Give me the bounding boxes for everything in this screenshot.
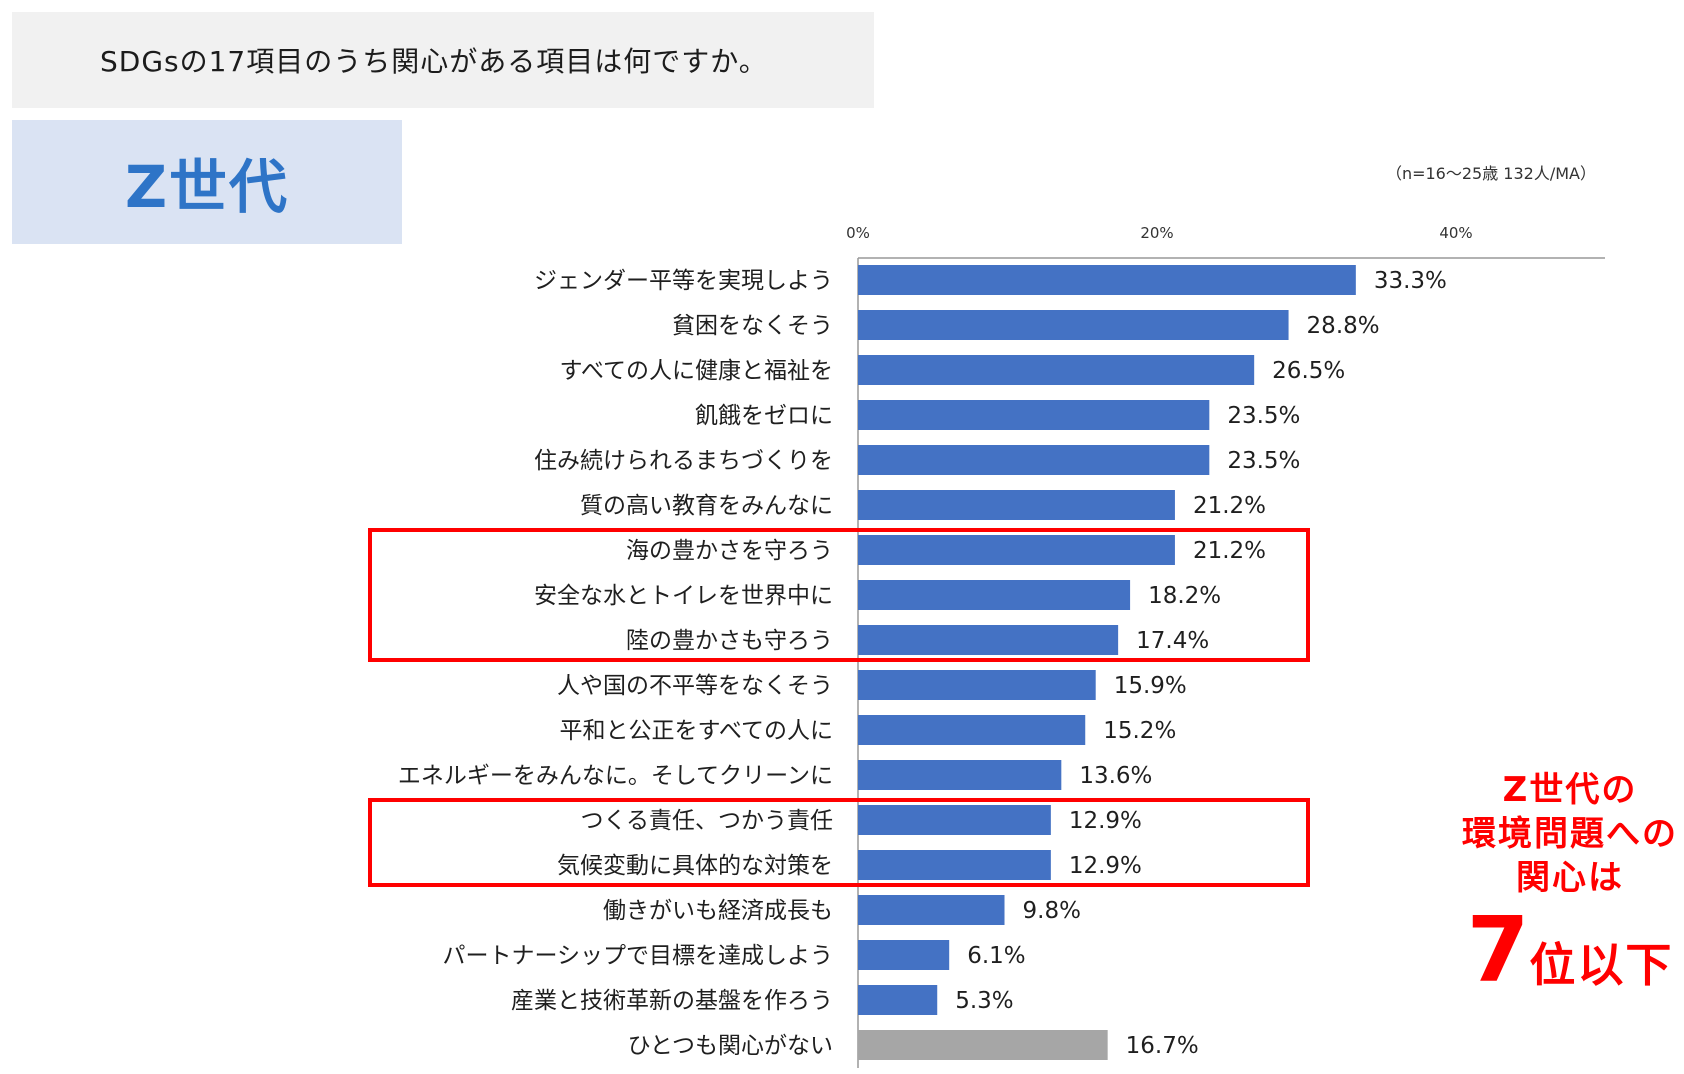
data-label: 18.2% bbox=[1148, 583, 1221, 609]
bar bbox=[858, 940, 950, 970]
sample-note: （n=16～25歳 132人/MA） bbox=[1385, 164, 1596, 183]
bar bbox=[858, 1030, 1108, 1060]
category-label: 働きがいも経済成長も bbox=[603, 898, 833, 924]
bar bbox=[858, 670, 1096, 700]
data-label: 23.5% bbox=[1227, 403, 1300, 429]
category-label: 気候変動に具体的な対策を bbox=[557, 853, 833, 879]
category-label: つくる責任、つかう責任 bbox=[580, 808, 833, 834]
bar bbox=[858, 535, 1175, 565]
segment-label: Z世代 bbox=[124, 153, 290, 221]
survey-question-text: SDGsの17項目のうち関心がある項目は何ですか。 bbox=[100, 45, 768, 78]
bar bbox=[858, 310, 1289, 340]
bar bbox=[858, 445, 1210, 475]
category-label: 平和と公正をすべての人に bbox=[560, 718, 833, 744]
callout-rank-number: 7 bbox=[1466, 898, 1530, 1003]
category-label: 陸の豊かさも守ろう bbox=[626, 628, 833, 654]
category-label: ジェンダー平等を実現しよう bbox=[534, 268, 833, 294]
bar bbox=[858, 985, 938, 1015]
data-label: 21.2% bbox=[1193, 493, 1266, 519]
data-label: 15.9% bbox=[1114, 673, 1187, 699]
bar bbox=[858, 265, 1356, 295]
data-label: 26.5% bbox=[1272, 358, 1345, 384]
bar bbox=[858, 895, 1005, 925]
x-tick-label: 20% bbox=[1140, 224, 1173, 242]
x-tick-label: 0% bbox=[846, 224, 870, 242]
callout-line-2: 環境問題への bbox=[1462, 814, 1678, 854]
category-label: 安全な水とトイレを世界中に bbox=[534, 583, 833, 609]
data-label: 21.2% bbox=[1193, 538, 1266, 564]
category-label: 飢餓をゼロに bbox=[695, 403, 833, 429]
callout-line-3: 関心は bbox=[1516, 858, 1624, 898]
category-label: 貧困をなくそう bbox=[672, 313, 833, 339]
category-label: 産業と技術革新の基盤を作ろう bbox=[511, 988, 833, 1014]
survey-question: SDGsの17項目のうち関心がある項目は何ですか。 bbox=[12, 12, 874, 108]
callout-rank-suffix: 位以下 bbox=[1529, 938, 1674, 992]
data-label: 12.9% bbox=[1069, 853, 1142, 879]
highlight-box bbox=[368, 798, 1310, 887]
data-label: 12.9% bbox=[1069, 808, 1142, 834]
category-label: 質の高い教育をみんなに bbox=[580, 493, 833, 519]
data-label: 5.3% bbox=[955, 988, 1013, 1014]
category-label: すべての人に健康と福祉を bbox=[560, 358, 833, 384]
category-label: パートナーシップで目標を達成しよう bbox=[442, 943, 833, 969]
category-label: 海の豊かさを守ろう bbox=[626, 538, 833, 564]
data-label: 6.1% bbox=[967, 943, 1025, 969]
category-label: 人や国の不平等をなくそう bbox=[557, 673, 833, 699]
data-label: 17.4% bbox=[1136, 628, 1209, 654]
bar bbox=[858, 850, 1051, 880]
callout-rank: 7位以下 bbox=[1445, 906, 1684, 1021]
bar bbox=[858, 400, 1210, 430]
data-label: 16.7% bbox=[1126, 1033, 1199, 1059]
category-label: エネルギーをみんなに。そしてクリーンに bbox=[398, 763, 833, 789]
data-label: 33.3% bbox=[1374, 268, 1447, 294]
data-label: 28.8% bbox=[1307, 313, 1380, 339]
bar bbox=[858, 625, 1119, 655]
category-label: 住み続けられるまちづくりを bbox=[534, 448, 833, 474]
bar bbox=[858, 490, 1175, 520]
callout-line-1: Z世代の bbox=[1502, 770, 1638, 810]
data-label: 23.5% bbox=[1227, 448, 1300, 474]
bar bbox=[858, 805, 1051, 835]
bar bbox=[858, 760, 1062, 790]
bar bbox=[858, 355, 1255, 385]
segment-box: Z世代 bbox=[12, 120, 402, 244]
data-label: 15.2% bbox=[1103, 718, 1176, 744]
callout: Z世代の 環境問題への 関心は 7位以下 bbox=[1445, 768, 1684, 1021]
data-label: 13.6% bbox=[1079, 763, 1152, 789]
bar bbox=[858, 715, 1086, 745]
x-tick-label: 40% bbox=[1439, 224, 1472, 242]
data-label: 9.8% bbox=[1023, 898, 1081, 924]
bar bbox=[858, 580, 1131, 610]
category-label: ひとつも関心がない bbox=[628, 1033, 833, 1059]
highlight-box bbox=[368, 528, 1310, 662]
